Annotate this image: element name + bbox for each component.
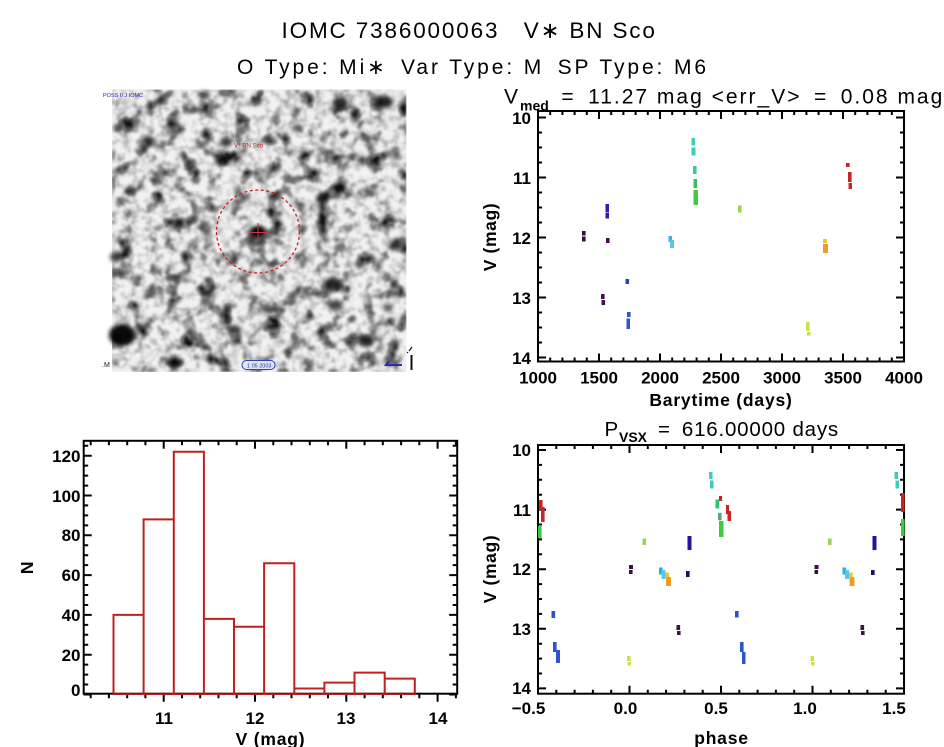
svg-text:20: 20 (62, 646, 81, 665)
svg-text:V (mag): V (mag) (480, 203, 500, 271)
svg-text:11: 11 (513, 501, 531, 520)
svg-text:PVSX = 616.00000 days: PVSX = 616.00000 days (605, 418, 839, 445)
svg-text:phase: phase (694, 728, 749, 747)
svg-text:1 05 2003: 1 05 2003 (247, 364, 271, 370)
svg-text:IOMC 7386000063 V∗ BN Sco: IOMC 7386000063 V∗ BN Sco (282, 18, 657, 43)
svg-text:12: 12 (246, 709, 265, 728)
svg-text:N: N (17, 561, 37, 574)
svg-text:V (mag): V (mag) (236, 729, 306, 747)
svg-text:13: 13 (512, 620, 531, 639)
svg-text:2500: 2500 (702, 369, 740, 388)
svg-text:3500: 3500 (824, 369, 862, 388)
svg-text:1.5: 1.5 (882, 699, 906, 718)
svg-text:12: 12 (512, 560, 531, 579)
svg-text:14: 14 (512, 679, 531, 698)
svg-text:1000: 1000 (519, 369, 557, 388)
svg-text:0: 0 (71, 681, 80, 700)
svg-text:12: 12 (512, 229, 531, 248)
svg-text:4000: 4000 (885, 369, 923, 388)
svg-text:13: 13 (337, 709, 356, 728)
svg-text:80: 80 (62, 526, 81, 545)
svg-text:O Type: Mi∗ Var Type: M SP Typ: O Type: Mi∗ Var Type: M SP Type: M6 (237, 56, 709, 79)
svg-text:11: 11 (513, 169, 531, 188)
svg-text:0.0: 0.0 (614, 699, 638, 718)
svg-text:120: 120 (52, 447, 80, 466)
svg-text:V (mag): V (mag) (480, 535, 500, 603)
svg-text:3000: 3000 (763, 369, 801, 388)
svg-text:1500: 1500 (580, 369, 618, 388)
svg-text:10: 10 (512, 441, 531, 460)
svg-text:1.0: 1.0 (793, 699, 817, 718)
svg-text:−0.5: −0.5 (512, 699, 546, 718)
svg-text:60: 60 (62, 566, 81, 585)
svg-text:40: 40 (62, 606, 81, 625)
svg-text:10: 10 (512, 109, 531, 128)
svg-text:14: 14 (512, 349, 531, 368)
svg-text:.M: .M (102, 362, 110, 369)
svg-text:Barytime (days): Barytime (days) (649, 390, 792, 410)
svg-text:0.5: 0.5 (704, 699, 728, 718)
svg-text:V* BN Sco: V* BN Sco (234, 143, 264, 150)
svg-text:14: 14 (429, 709, 448, 728)
svg-text:Vmed = 11.27 mag <err_V> = 0.0: Vmed = 11.27 mag <err_V> = 0.08 mag (504, 86, 944, 114)
svg-text:POSS II J IOMC: POSS II J IOMC (103, 93, 143, 99)
svg-text:13: 13 (512, 289, 531, 308)
svg-text:2000: 2000 (641, 369, 679, 388)
svg-text:11: 11 (155, 709, 173, 728)
svg-text:100: 100 (52, 487, 80, 506)
